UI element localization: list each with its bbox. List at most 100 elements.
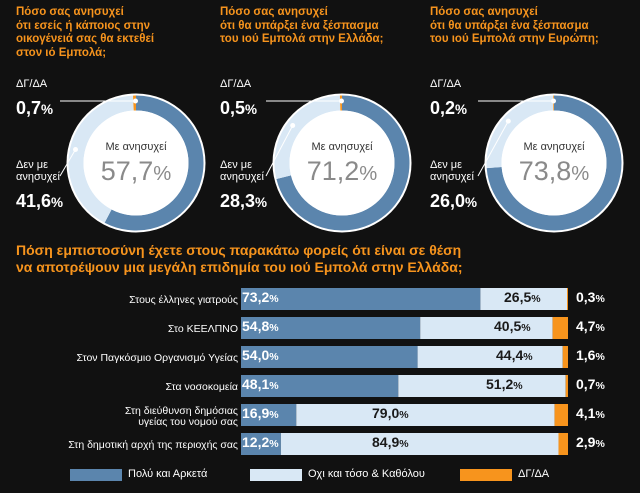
donut-1-not-worried-label: Δεν με ανησυχεί	[16, 159, 60, 183]
donut-3-dk-number: 0,2	[430, 98, 456, 118]
percent-sign: %	[269, 351, 279, 363]
donut-3-dk-value: 0,2%	[430, 98, 467, 119]
bar-value-disagree-1: 26,5%	[504, 289, 541, 305]
donut-2-title-line: Πόσο σας ανησυχεί	[220, 6, 328, 18]
value-number: 48,1	[242, 376, 270, 392]
legend-label-disagree: Οχι και τόσο & Καθόλου	[308, 468, 425, 480]
donut-1-title-line: στον ιό Εμπολά;	[16, 46, 107, 59]
donut-3-title: Πόσο σας ανησυχεί ότι θα υπάρξει ένα ξέσ…	[430, 6, 640, 47]
percent-sign: %	[255, 195, 268, 210]
percent-sign: %	[521, 322, 531, 334]
legend-label-agree: Πολύ και Αρκετά	[128, 468, 208, 480]
value-number: 79,0	[372, 405, 400, 421]
bar-segment-dk-row-4	[565, 375, 568, 397]
bar-value-agree-6: 12,2%	[242, 434, 279, 450]
bar-value-dk-1: 0,3%	[576, 289, 605, 305]
bar-value-agree-1: 73,2%	[242, 289, 279, 305]
donut-2-not-worried-label: Δεν με ανησυχεί	[220, 159, 264, 183]
donut-1-center	[83, 110, 189, 216]
donut-3-not-worried-label: Δεν με ανησυχεί	[430, 159, 474, 183]
label-line: ανησυχεί	[220, 171, 264, 183]
donut-3-leader-dot-dk	[551, 98, 556, 104]
bar-segment-dk-row-6	[558, 433, 568, 455]
donut-3-center-value: 73,8%	[502, 156, 606, 187]
value-number: 44,4	[496, 347, 524, 363]
donut-2-center-number: 71,2	[306, 156, 360, 186]
value-number: 0,7	[576, 376, 596, 392]
row-label-municipal: Στη δημοτική αρχή της περιοχής σας	[8, 440, 238, 451]
value-number: 0,3	[576, 289, 596, 305]
percent-sign: %	[523, 351, 533, 363]
bar-value-agree-3: 54,0%	[242, 347, 279, 363]
donut-3-dk-label: ΔΓ/ΔΑ	[430, 78, 462, 90]
donut-2-dk-label: ΔΓ/ΔΑ	[220, 78, 252, 90]
bar-value-disagree-4: 51,2%	[486, 376, 523, 392]
bar-chart-title: Πόση εμπιστοσύνη έχετε στους παρακάτω φο…	[16, 242, 626, 276]
row-label-line: Στα νοσοκομεία	[165, 381, 238, 393]
donut-2-dk-value: 0,5%	[220, 98, 257, 119]
donut-2-not-worried-number: 28,3	[220, 191, 256, 211]
row-label-line: Στους έλληνες γιατρούς	[129, 294, 238, 306]
row-label-hospitals: Στα νοσοκομεία	[8, 382, 238, 393]
bar-segment-disagree-row-2	[420, 317, 553, 339]
bar-segment-dk-row-2	[552, 317, 568, 339]
bar-segment-disagree-row-1	[480, 288, 568, 310]
row-label-line: Στη διεύθυνση δημόσιας	[124, 405, 238, 417]
percent-sign: %	[595, 380, 605, 392]
donut-1-title-line: Πόσο σας ανησυχεί	[16, 6, 124, 18]
percent-sign: %	[269, 438, 279, 450]
donut-1-dk-value: 0,7%	[16, 98, 53, 119]
bar-value-dk-4: 0,7%	[576, 376, 605, 392]
legend-label-dk: ΔΓ/ΔΑ	[518, 468, 550, 480]
percent-sign: %	[513, 380, 523, 392]
row-label-line: υγείας του νομού σας	[138, 416, 238, 428]
donut-2-dk-number: 0,5	[220, 98, 246, 118]
value-number: 2,9	[576, 434, 596, 450]
label-line: ανησυχεί	[16, 171, 60, 183]
donut-2-leader-dot-not-worried	[290, 123, 296, 128]
percent-sign: %	[359, 163, 378, 185]
value-number: 1,6	[576, 347, 596, 363]
bar-value-agree-5: 16,9%	[242, 405, 279, 421]
value-number: 51,2	[486, 376, 514, 392]
donut-1-center-value: 57,7%	[84, 156, 188, 187]
donut-3-title-line: του ιού Εμπολά στην Ευρώπη;	[430, 33, 599, 45]
percent-sign: %	[269, 293, 279, 305]
percent-sign: %	[595, 293, 605, 305]
donut-2-leader-not-worried	[265, 125, 294, 177]
value-number: 73,2	[242, 289, 270, 305]
label-line: Δεν με	[220, 159, 253, 171]
bar-segment-agree-row-6	[241, 433, 281, 455]
value-number: 54,0	[242, 347, 270, 363]
row-label-greek-doctors: Στους έλληνες γιατρούς	[8, 295, 238, 306]
donut-2-title-line: του ιού Εμπολά στην Ελλάδα;	[220, 33, 384, 45]
donut-1-not-worried-number: 41,6	[16, 191, 52, 211]
percent-sign: %	[269, 409, 279, 421]
percent-sign: %	[571, 163, 590, 185]
donut-3-center-label: Με ανησυχεί	[523, 141, 585, 153]
percent-sign: %	[465, 195, 478, 210]
bar-segment-disagree-row-4	[398, 375, 566, 397]
bar-segment-dk-row-5	[554, 404, 568, 426]
percent-sign: %	[595, 438, 605, 450]
bar-segment-agree-row-3	[241, 346, 418, 368]
bar-value-disagree-5: 79,0%	[372, 405, 409, 421]
bar-segment-disagree-row-5	[296, 404, 555, 426]
bar-segment-agree-row-1	[241, 288, 481, 310]
bar-value-agree-4: 48,1%	[242, 376, 279, 392]
value-number: 12,2	[242, 434, 270, 450]
donut-1-slice-worried	[104, 95, 204, 231]
bar-value-dk-6: 2,9%	[576, 434, 605, 450]
bar-value-dk-2: 4,7%	[576, 318, 605, 334]
percent-sign: %	[595, 351, 605, 363]
donut-1-title-line: οικογένειά σας θα εκτεθεί	[16, 33, 155, 45]
donut-1-title: Πόσο σας ανησυχεί ότι εσείς ή κάποιος στ…	[16, 6, 216, 60]
donut-3-leader-dot-not-worried	[505, 118, 511, 124]
row-label-who: Στον Παγκόσμιο Οργανισμό Υγείας	[8, 353, 238, 364]
value-number: 26,5	[504, 289, 532, 305]
bar-value-dk-3: 1,6%	[576, 347, 605, 363]
donut-3-title-line: Πόσο σας ανησυχεί	[430, 6, 538, 18]
bar-segment-disagree-row-6	[280, 433, 559, 455]
donut-3-title-line: ότι θα υπάρξει ένα ξέσπασμα	[430, 19, 589, 32]
